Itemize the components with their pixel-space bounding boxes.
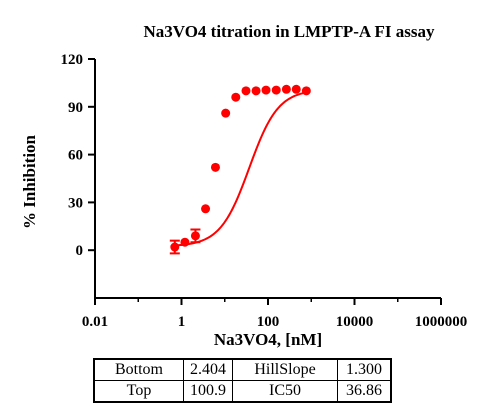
x-tick-label: 0.01 — [82, 314, 108, 330]
data-point — [271, 85, 281, 95]
param-name-cell: Bottom — [93, 358, 184, 381]
param-value-cell: 100.9 — [183, 380, 233, 403]
param-name-cell: HillSlope — [232, 358, 338, 381]
y-tick-label: 90 — [68, 100, 83, 116]
data-point — [170, 242, 180, 252]
plot-area: 0 30 60 90 120 0.01 1 100 10000 1000000 — [61, 52, 468, 330]
x-tick-label: 100 — [257, 314, 280, 330]
chart-title: Na3VO4 titration in LMPTP-A FI assay — [143, 22, 435, 41]
table-row: Top 100.9 IC50 36.86 — [93, 380, 392, 403]
param-value-cell: 2.404 — [183, 358, 233, 381]
data-point — [251, 86, 261, 96]
fit-parameters-table: Bottom 2.404 HillSlope 1.300 Top 100.9 I… — [93, 358, 392, 403]
y-axis-label: % Inhibition — [20, 134, 39, 229]
x-axis-label: Na3VO4, [nM] — [214, 330, 322, 349]
data-point — [241, 86, 251, 96]
data-point — [221, 108, 231, 118]
y-tick-label: 120 — [61, 52, 84, 68]
fit-curve — [174, 91, 307, 247]
param-name-cell: IC50 — [232, 380, 338, 403]
data-point — [261, 85, 271, 95]
param-value-cell: 1.300 — [337, 358, 392, 381]
data-point — [231, 92, 241, 102]
data-point — [281, 84, 291, 94]
x-axis-ticks: 0.01 1 100 10000 1000000 — [82, 298, 467, 330]
x-tick-label: 10000 — [336, 314, 374, 330]
y-tick-label: 60 — [68, 148, 83, 164]
param-value-cell: 36.86 — [337, 380, 392, 403]
table-row: Bottom 2.404 HillSlope 1.300 — [93, 358, 392, 381]
data-point — [210, 162, 220, 172]
x-tick-label: 1000000 — [415, 314, 468, 330]
data-point — [291, 84, 301, 94]
y-tick-label: 0 — [76, 243, 84, 259]
param-name-cell: Top — [93, 380, 184, 403]
data-point — [301, 86, 311, 96]
data-points — [169, 84, 311, 255]
y-tick-label: 30 — [68, 195, 83, 211]
data-point — [201, 204, 211, 214]
y-axis-ticks: 0 30 60 90 120 — [61, 52, 95, 259]
chart-canvas: Na3VO4 titration in LMPTP-A FI assay 0 30… — [20, 22, 468, 349]
x-tick-label: 1 — [178, 314, 186, 330]
data-point — [180, 237, 190, 247]
data-point — [190, 231, 200, 241]
